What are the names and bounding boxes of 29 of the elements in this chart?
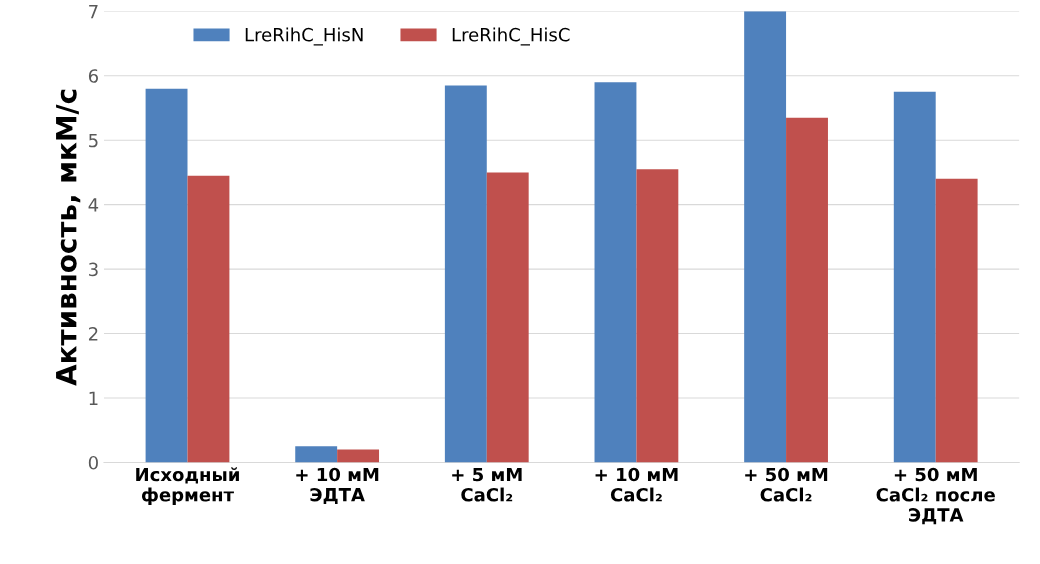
x-tick-label: + 50 мМ CaCl₂ <box>745 467 828 502</box>
x-tick-label: Исходный фермент <box>136 467 239 506</box>
y-tick-label: 2 <box>88 327 98 341</box>
bar <box>786 117 828 463</box>
y-tick-label: 6 <box>88 69 98 83</box>
bar <box>295 446 338 463</box>
bar <box>337 449 380 463</box>
y-tick-label: 7 <box>89 4 98 19</box>
bar <box>187 175 230 463</box>
x-tick-label: + 10 мМ ЭДТА <box>296 467 379 505</box>
bar <box>486 172 529 463</box>
y-tick-label: 3 <box>89 262 98 277</box>
bar <box>744 11 787 463</box>
x-tick-label: + 50 мМ CaCl₂ после ЭДТА <box>876 467 995 525</box>
bar <box>145 88 188 463</box>
y-tick-label: 1 <box>89 391 98 405</box>
y-tick-label: 5 <box>89 133 98 148</box>
y-tick-label: 4 <box>88 198 99 212</box>
bar <box>893 91 936 463</box>
y-axis-title: Активность, мкМ/с <box>56 89 81 386</box>
x-tick-label: + 10 мМ CaCl₂ <box>595 467 678 502</box>
bar <box>444 85 487 463</box>
y-tick-label: 0 <box>88 455 98 470</box>
x-tick-label: + 5 мМ CaCl₂ <box>452 467 522 502</box>
bar <box>636 169 679 463</box>
legend-label: LreRihC_HisN <box>245 27 363 46</box>
bar <box>594 82 637 463</box>
legend-label: LreRihC_HisC <box>452 27 570 46</box>
bar <box>935 178 978 463</box>
